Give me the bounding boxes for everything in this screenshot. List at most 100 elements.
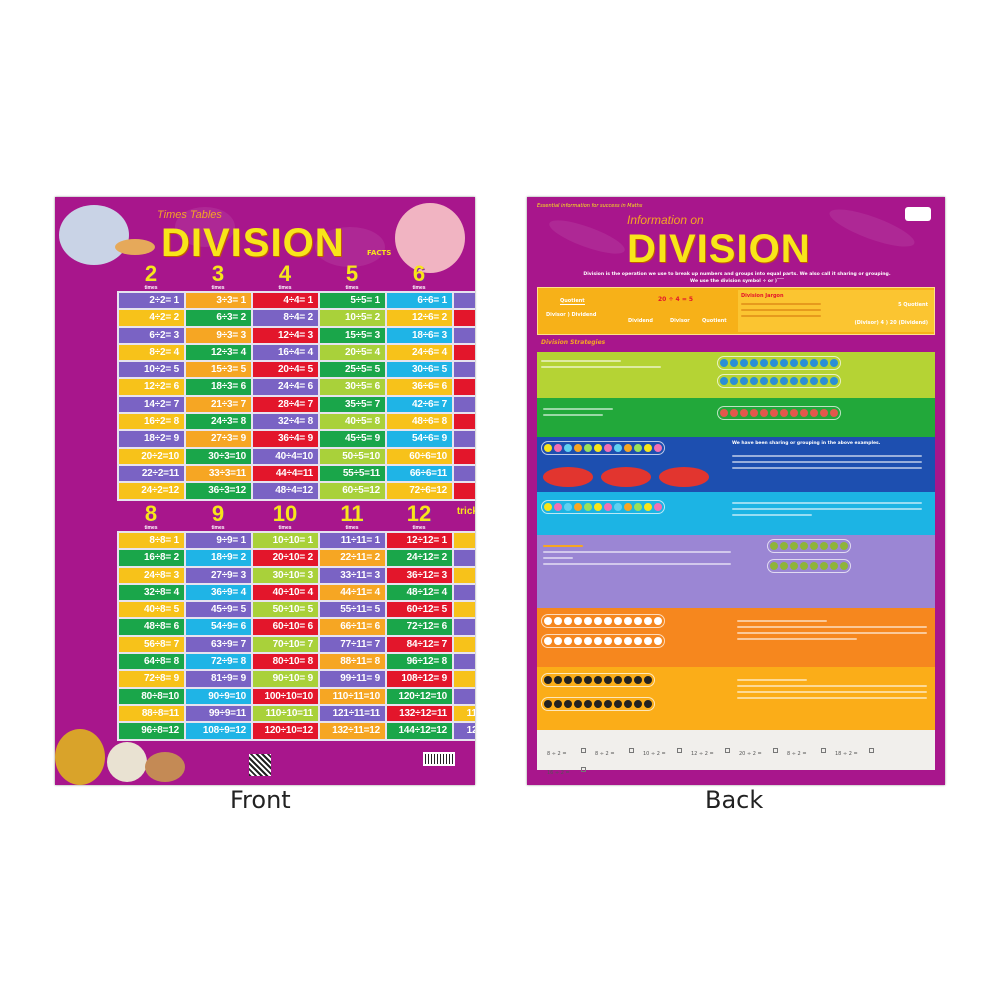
- kookaburra-illustration-icon: [107, 742, 147, 782]
- division-fact: 80÷8=10: [119, 688, 184, 704]
- dividend-label: Dividend: [628, 318, 653, 324]
- division-fact: 132÷11=12: [320, 723, 385, 739]
- division-fact: 36÷9= 4: [186, 584, 251, 601]
- division-fact: 35÷7= 5: [454, 362, 475, 378]
- division-fact: 36÷4= 9: [253, 431, 318, 447]
- counter-icon: [624, 503, 632, 511]
- quotient-label-2: Quotient: [702, 318, 727, 324]
- division-fact: 12÷12= 1: [387, 533, 452, 549]
- exercise-row: 8 ÷ 2 = 8 ÷ 2 = 10 ÷ 2 = 12 ÷ 2 = 20 ÷ 2 = 8 …: [547, 740, 925, 778]
- table-number: 6: [412, 261, 426, 286]
- division-fact: 70÷7=10: [454, 448, 475, 464]
- blue-note: We have been sharing or grouping in the …: [732, 441, 881, 446]
- counter-group: [717, 356, 841, 370]
- back-subtitle: Information on: [627, 213, 704, 227]
- exercise-question: 16 ÷ 2 =: [547, 770, 570, 776]
- counter-icon: [810, 542, 818, 550]
- division-fact: 22÷2=11: [119, 465, 184, 482]
- division-fact: 60÷10= 6: [253, 619, 318, 635]
- front-poster: Times Tables DIVISION FACTS 2 times 3 times…: [55, 197, 475, 785]
- counter-icon: [780, 377, 788, 385]
- division-fact: 12÷2= 6: [119, 379, 184, 395]
- table-number: 9: [211, 501, 225, 526]
- counter-icon: [554, 676, 562, 684]
- division-fact: 8÷8= 1: [119, 533, 184, 549]
- counter-icon: [790, 542, 798, 550]
- counter-icon: [770, 409, 778, 417]
- counter-icon: [644, 700, 652, 708]
- strategy-yellow-section: [537, 667, 935, 730]
- jargon-title: Division Jargon: [741, 293, 784, 299]
- exercise-row: 20 ÷ 4 =15 ÷ 3 =12 ÷ 6 =21 ÷ 3 =15 ÷ 3 =…: [547, 782, 925, 785]
- division-fact: 72÷ 8= 9: [454, 688, 475, 704]
- barcode-icon: [423, 752, 455, 766]
- table-column: 10÷10= 1 20÷10= 2 30÷10= 3 40÷10= 4 50÷10= 5…: [253, 533, 318, 739]
- counter-icon: [740, 377, 748, 385]
- back-poster: Essential information for success in Mat…: [527, 197, 945, 785]
- counter-icon: [594, 444, 602, 452]
- division-fact: 60÷12= 5: [387, 602, 452, 618]
- division-fact: 77÷7=11: [454, 465, 475, 482]
- division-fact: 49÷7= 7: [454, 396, 475, 413]
- rhino-illustration-icon: [59, 205, 129, 265]
- counter-icon: [614, 444, 622, 452]
- division-fact: 40÷8= 5: [119, 602, 184, 618]
- division-fact: 20÷2=10: [119, 448, 184, 464]
- counter-icon: [820, 542, 828, 550]
- counter-icon: [554, 617, 562, 625]
- division-fact: 20÷10= 2: [253, 550, 318, 566]
- counter-icon: [594, 637, 602, 645]
- division-fact: 36÷3=12: [186, 483, 251, 499]
- counter-icon: [614, 700, 622, 708]
- counter-icon: [564, 700, 572, 708]
- counter-group: [541, 697, 655, 711]
- division-fact: 64÷ 8= 8: [454, 654, 475, 670]
- division-fact: 60÷6=10: [387, 448, 452, 464]
- counter-group: [541, 500, 665, 514]
- table-number: 7: [454, 263, 475, 285]
- division-fact: 12÷6= 2: [387, 310, 452, 326]
- counter-icon: [604, 676, 612, 684]
- strategies-title: Division Strategies: [541, 339, 606, 346]
- table-column: 2÷2= 1 4÷2= 2 6÷2= 3 8÷2= 4 10÷2= 5 12÷2= 6 14…: [119, 293, 184, 499]
- table-number: 2: [144, 261, 158, 286]
- counter-icon: [604, 444, 612, 452]
- table-column: 5÷5= 1 10÷5= 2 15÷5= 3 20÷5= 4 25÷5= 5 30÷5= …: [320, 293, 385, 499]
- counter-group: [767, 539, 851, 553]
- table-label: times: [345, 285, 359, 291]
- division-fact: 40÷4=10: [253, 448, 318, 464]
- division-fact: 66÷6=11: [387, 465, 452, 482]
- division-fact: 10÷2= 5: [119, 362, 184, 378]
- table-number: 12: [406, 501, 432, 526]
- counter-icon: [574, 676, 582, 684]
- counter-icon: [830, 377, 838, 385]
- table-label: times: [412, 525, 426, 531]
- table-label: times: [278, 285, 292, 291]
- counter-icon: [544, 700, 552, 708]
- table-header: tricky tables: [454, 503, 475, 517]
- counter-icon: [544, 676, 552, 684]
- division-fact: 35÷5= 7: [320, 396, 385, 413]
- counter-icon: [820, 377, 828, 385]
- division-fact: 84÷7=12: [454, 483, 475, 499]
- table-column: 6÷6= 1 12÷6= 2 18÷6= 3 24÷6= 4 30÷6= 5 36÷6= …: [387, 293, 452, 499]
- counter-icon: [624, 617, 632, 625]
- table-label: times: [278, 525, 292, 531]
- counter-icon: [830, 409, 838, 417]
- counter-icon: [800, 359, 808, 367]
- division-fact: 15÷5= 3: [320, 327, 385, 343]
- counter-icon: [780, 562, 788, 570]
- division-fact: 32÷8= 4: [119, 584, 184, 601]
- counter-group: [541, 614, 665, 628]
- division-fact: 30÷6= 5: [387, 362, 452, 378]
- counter-icon: [750, 359, 758, 367]
- answer-box: [869, 748, 874, 753]
- division-fact: 72÷8= 9: [119, 671, 184, 687]
- counter-icon: [644, 503, 652, 511]
- tricky-tables-label: tricky tables: [456, 506, 475, 517]
- answer-box: [725, 748, 730, 753]
- division-fact: 96÷12= 8: [387, 654, 452, 670]
- counter-icon: [730, 359, 738, 367]
- division-fact: 121÷11=11: [454, 723, 475, 739]
- counter-icon: [800, 562, 808, 570]
